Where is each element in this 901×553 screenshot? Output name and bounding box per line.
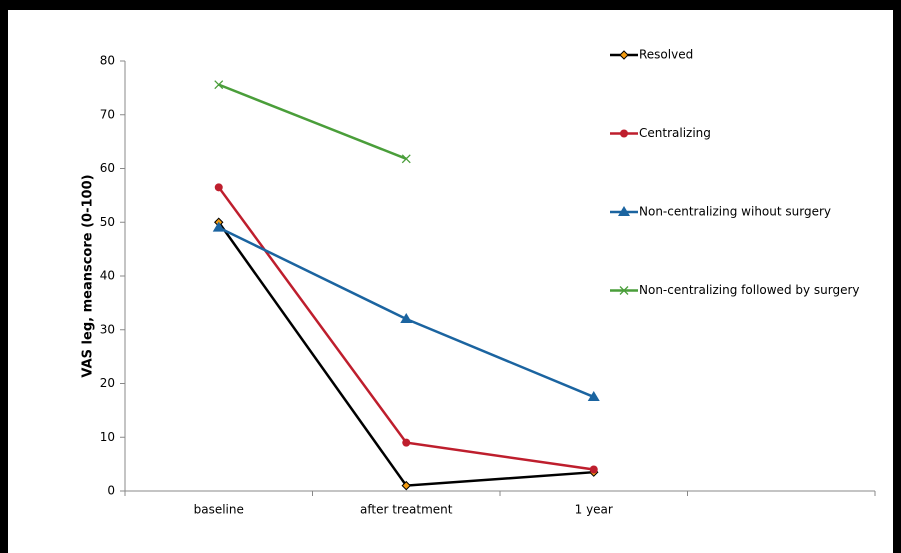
y-tick-label: 0 xyxy=(107,484,115,498)
y-tick-label: 30 xyxy=(100,322,115,336)
marker xyxy=(212,221,225,232)
y-tick-label: 20 xyxy=(100,376,115,390)
y-tick-label: 60 xyxy=(100,161,115,175)
marker xyxy=(619,286,629,295)
marker xyxy=(400,313,413,323)
legend-label: Resolved xyxy=(639,48,693,62)
marker xyxy=(214,183,223,192)
y-tick-label: 70 xyxy=(100,107,115,121)
legend-item: Centralizing xyxy=(610,126,711,140)
marker xyxy=(619,50,629,60)
chart-background xyxy=(8,10,893,553)
legend-label: Centralizing xyxy=(639,126,711,140)
legend-item: Non-centralizing wihout surgery xyxy=(610,205,831,219)
marker xyxy=(587,390,600,401)
x-tick-label: baseline xyxy=(194,503,244,517)
y-axis-title: VAS leg, meanscore (0-100) xyxy=(81,174,96,377)
legend-item: Resolved xyxy=(610,48,693,62)
legend-label: Non-centralizing wihout surgery xyxy=(639,205,831,219)
marker xyxy=(618,206,630,216)
marker xyxy=(402,438,411,447)
y-tick-label: 80 xyxy=(100,54,115,68)
marker xyxy=(401,480,411,491)
marker xyxy=(589,465,598,474)
x-tick-label: 1 year xyxy=(575,503,613,517)
y-tick-label: 10 xyxy=(100,430,115,444)
legend-item: Non-centralizing followed by surgery xyxy=(610,283,860,297)
y-tick-label: 50 xyxy=(100,215,115,229)
marker xyxy=(620,129,628,138)
series-line xyxy=(218,83,407,160)
legend-label: Non-centralizing followed by surgery xyxy=(639,283,860,297)
x-tick-label: after treatment xyxy=(360,503,453,517)
marker xyxy=(214,80,224,90)
y-tick-label: 40 xyxy=(100,269,115,283)
marker xyxy=(401,154,411,164)
